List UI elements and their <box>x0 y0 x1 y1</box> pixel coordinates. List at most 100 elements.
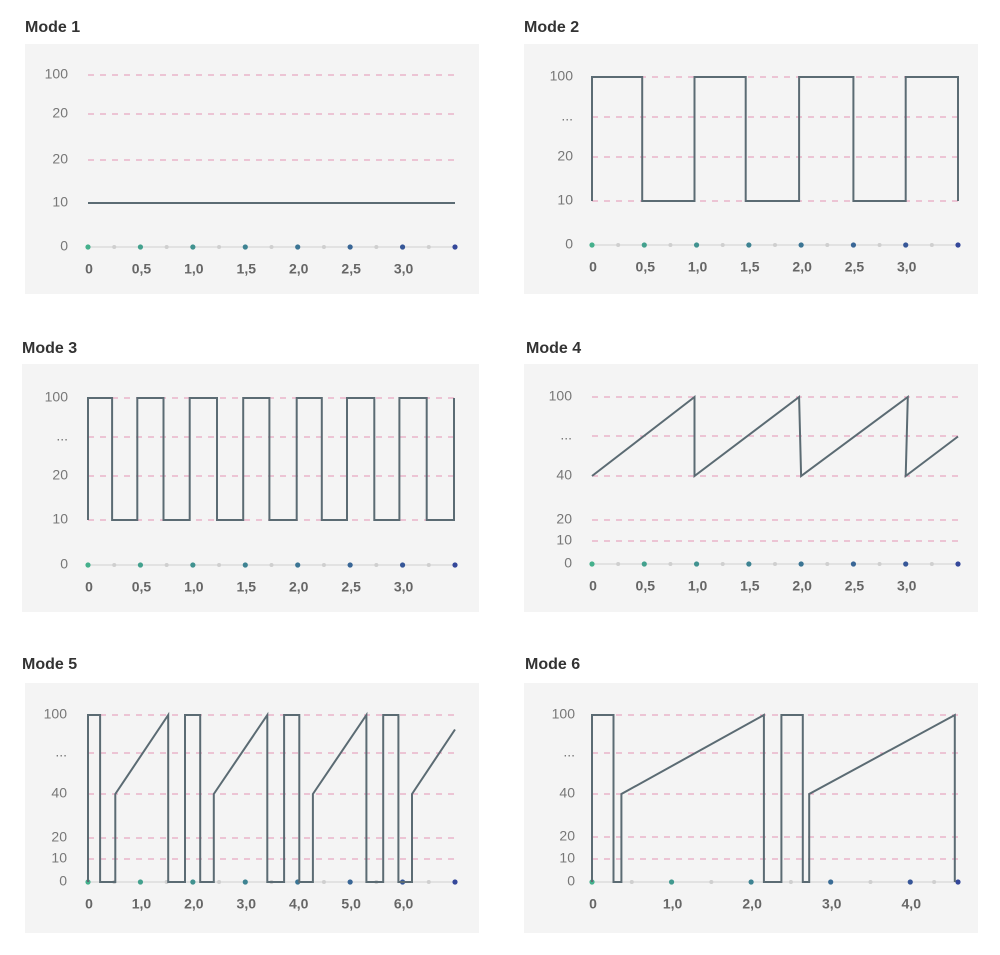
x-tick-dot <box>850 561 857 567</box>
x-tick-label: 0 <box>85 896 93 912</box>
x-tick-label: 2,0 <box>289 261 309 277</box>
x-tick-label: 0,5 <box>132 579 152 595</box>
panel <box>25 44 479 294</box>
line <box>591 394 959 479</box>
x-tick-dot <box>828 879 834 885</box>
y-tick-label: 10 <box>557 192 573 208</box>
axis-minor-dot <box>877 243 882 247</box>
y-tick-label: 20 <box>559 828 575 844</box>
x-tick-label: 6,0 <box>394 896 414 912</box>
x-tick-dot <box>190 244 196 250</box>
x-tick-label: 2,5 <box>845 578 865 594</box>
axis-minor-dot <box>629 880 634 884</box>
axis-minor-dot <box>321 880 326 884</box>
x-tick-label: 1,5 <box>740 578 760 594</box>
x-tick-label: 1,0 <box>184 261 204 277</box>
x-tick-dot <box>641 561 647 567</box>
x-tick-dot <box>955 561 961 567</box>
axis-minor-dot <box>720 562 725 566</box>
axis-minor-dot <box>788 880 793 884</box>
x-tick-dot <box>955 242 961 248</box>
x-tick-label: 0 <box>85 261 93 277</box>
y-tick-label: ... <box>56 428 68 444</box>
x-tick-dot <box>242 562 248 568</box>
x-tick-label: 2,0 <box>792 578 812 594</box>
x-tick-label: 1,0 <box>663 896 683 912</box>
x-tick-dot <box>137 244 144 250</box>
y-tick-label: 0 <box>565 236 573 252</box>
axis-minor-dot <box>868 880 873 884</box>
axis-minor-dot <box>164 245 169 249</box>
axis-minor-dot <box>217 563 222 567</box>
chart-title: Mode 2 <box>524 19 579 36</box>
axis-minor-dot <box>825 243 830 247</box>
y-tick-label: 40 <box>556 467 572 483</box>
x-tick-dot <box>452 244 458 250</box>
x-tick-dot <box>295 562 301 568</box>
axis-minor-dot <box>321 245 326 249</box>
x-tick-dot <box>85 244 91 250</box>
x-tick-dot <box>907 879 913 885</box>
x-tick-label: 2,0 <box>184 896 204 912</box>
chart-title: Mode 5 <box>22 656 77 673</box>
y-tick-label: 20 <box>52 105 68 121</box>
x-tick-label: 4,0 <box>289 896 309 912</box>
x-tick-label: 1,0 <box>132 896 152 912</box>
axis-minor-dot <box>426 245 431 249</box>
axis-minor-dot <box>825 562 830 566</box>
line <box>591 76 959 202</box>
x-tick-label: 2,0 <box>289 579 309 595</box>
y-tick-label: ... <box>55 744 67 760</box>
y-tick-label: 100 <box>549 388 573 404</box>
y-tick-label: 10 <box>52 194 68 210</box>
axis-minor-dot <box>374 563 379 567</box>
axis-minor-dot <box>217 880 222 884</box>
axis-minor-dot <box>269 245 274 249</box>
y-tick-label: 0 <box>59 873 67 889</box>
x-tick-label: 5,0 <box>341 896 361 912</box>
y-tick-label: 20 <box>556 511 572 527</box>
x-tick-dot <box>452 562 458 568</box>
x-tick-dot <box>137 879 144 885</box>
x-tick-label: 2,5 <box>341 261 361 277</box>
y-tick-label: 40 <box>51 785 67 801</box>
y-tick-label: 100 <box>45 389 69 405</box>
axis-minor-dot <box>112 563 117 567</box>
y-tick-label: 100 <box>550 68 574 84</box>
x-tick-dot <box>452 879 458 885</box>
x-tick-label: 0 <box>85 579 93 595</box>
x-tick-dot <box>589 561 595 567</box>
axis-minor-dot <box>773 562 777 566</box>
x-tick-label: 1,5 <box>237 579 257 595</box>
x-tick-dot <box>347 879 353 885</box>
y-tick-label: ... <box>560 427 572 443</box>
x-tick-label: 2,5 <box>341 579 361 595</box>
axis-minor-dot <box>929 243 934 247</box>
x-tick-dot <box>589 242 595 248</box>
x-tick-label: 0,5 <box>636 259 656 275</box>
x-tick-label: 1,5 <box>237 261 257 277</box>
axis-minor-dot <box>321 563 326 567</box>
panel <box>524 44 978 294</box>
y-tick-label: 10 <box>559 850 575 866</box>
x-tick-label: 1,5 <box>740 259 760 275</box>
x-tick-label: 4,0 <box>902 896 922 912</box>
x-tick-label: 3,0 <box>237 896 257 912</box>
x-tick-dot <box>850 242 857 248</box>
y-tick-label: 0 <box>564 555 572 571</box>
x-tick-dot <box>903 242 909 248</box>
axis-minor-dot <box>616 243 621 247</box>
y-tick-label: ... <box>561 108 573 124</box>
x-tick-dot <box>903 561 909 567</box>
x-tick-label: 2,0 <box>742 896 762 912</box>
y-tick-label: 40 <box>559 785 575 801</box>
x-tick-dot <box>242 244 248 250</box>
axis-minor-dot <box>932 880 937 884</box>
axis-minor-dot <box>709 880 714 884</box>
y-tick-label: 100 <box>44 706 68 722</box>
y-tick-label: 0 <box>60 238 68 254</box>
x-tick-label: 1,0 <box>184 579 204 595</box>
axis-minor-dot <box>426 563 431 567</box>
axis-minor-dot <box>668 243 673 247</box>
axis-minor-dot <box>616 562 621 566</box>
